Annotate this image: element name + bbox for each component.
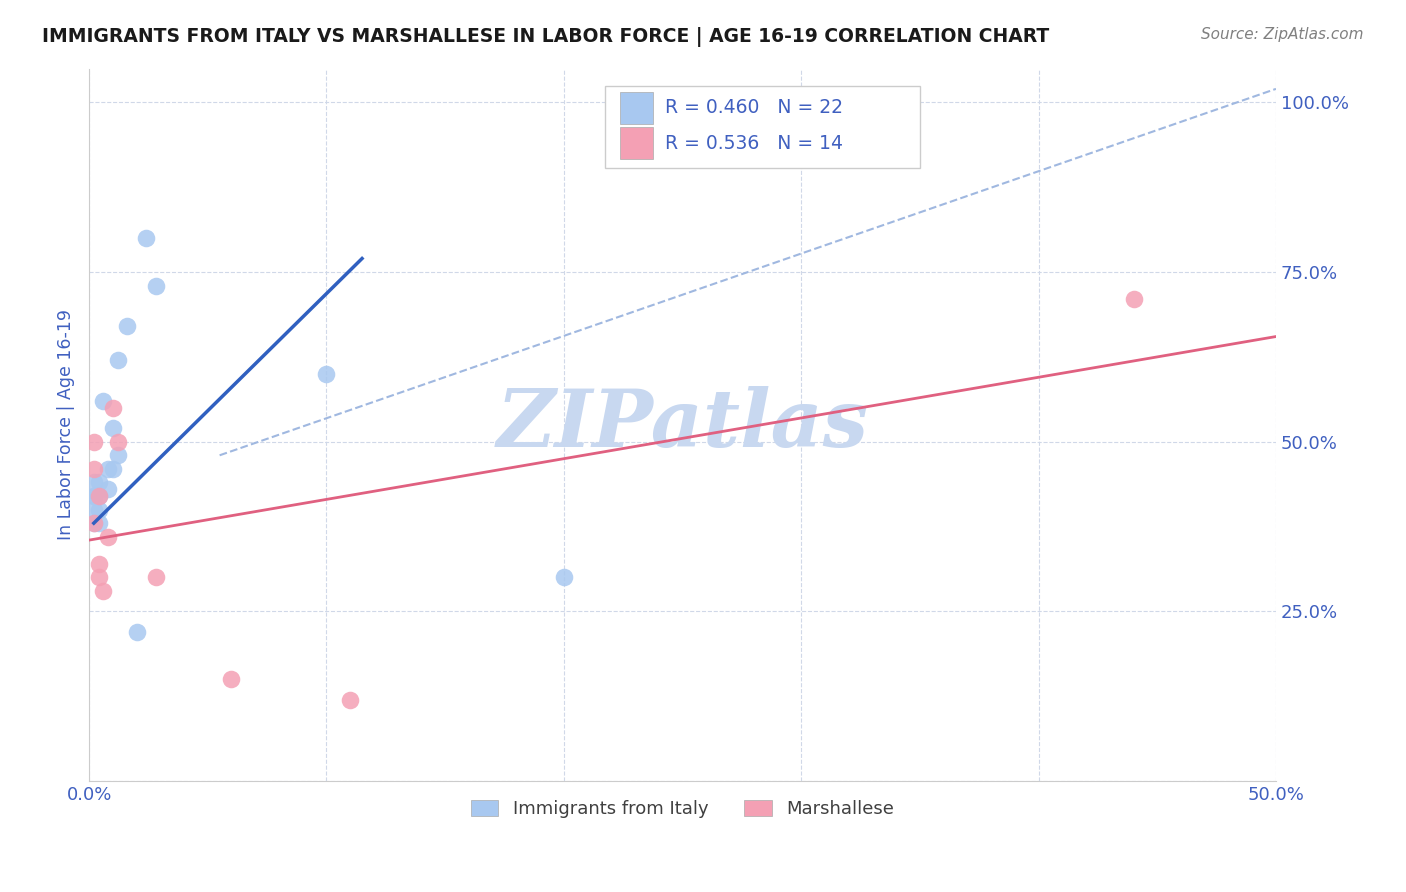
Point: [1122, 292, 1144, 306]
Text: Source: ZipAtlas.com: Source: ZipAtlas.com: [1201, 27, 1364, 42]
Text: R = 0.460   N = 22: R = 0.460 N = 22: [665, 98, 842, 117]
Point: [87, 475, 110, 490]
Point: [83, 516, 105, 530]
Point: [87, 557, 110, 571]
Text: IMMIGRANTS FROM ITALY VS MARSHALLESE IN LABOR FORCE | AGE 16-19 CORRELATION CHAR: IMMIGRANTS FROM ITALY VS MARSHALLESE IN …: [42, 27, 1049, 46]
Point: [101, 401, 124, 415]
Point: [107, 448, 129, 462]
FancyBboxPatch shape: [606, 87, 920, 169]
Text: R = 0.536   N = 14: R = 0.536 N = 14: [665, 134, 842, 153]
Point: [101, 421, 124, 435]
Point: [135, 231, 157, 245]
Point: [83, 475, 105, 490]
FancyBboxPatch shape: [620, 92, 652, 124]
Point: [125, 624, 148, 639]
Point: [83, 434, 105, 449]
Point: [83, 502, 105, 516]
Point: [553, 570, 575, 584]
Point: [97, 462, 120, 476]
Point: [87, 570, 110, 584]
Point: [101, 462, 124, 476]
Point: [91, 584, 114, 599]
Point: [107, 434, 129, 449]
Point: [83, 489, 105, 503]
Point: [145, 570, 167, 584]
Point: [97, 530, 120, 544]
Point: [339, 692, 361, 706]
Point: [87, 489, 110, 503]
Y-axis label: In Labor Force | Age 16-19: In Labor Force | Age 16-19: [58, 310, 75, 541]
Point: [107, 353, 129, 368]
Point: [91, 394, 114, 409]
Point: [87, 502, 110, 516]
Point: [83, 462, 105, 476]
FancyBboxPatch shape: [620, 128, 652, 160]
Point: [87, 516, 110, 530]
Point: [145, 278, 167, 293]
Point: [115, 319, 138, 334]
Point: [83, 516, 105, 530]
Point: [97, 482, 120, 496]
Legend: Immigrants from Italy, Marshallese: Immigrants from Italy, Marshallese: [464, 793, 901, 825]
Point: [87, 489, 110, 503]
Point: [315, 367, 337, 381]
Point: [221, 672, 243, 686]
Point: [83, 489, 105, 503]
Text: ZIPatlas: ZIPatlas: [496, 386, 869, 464]
